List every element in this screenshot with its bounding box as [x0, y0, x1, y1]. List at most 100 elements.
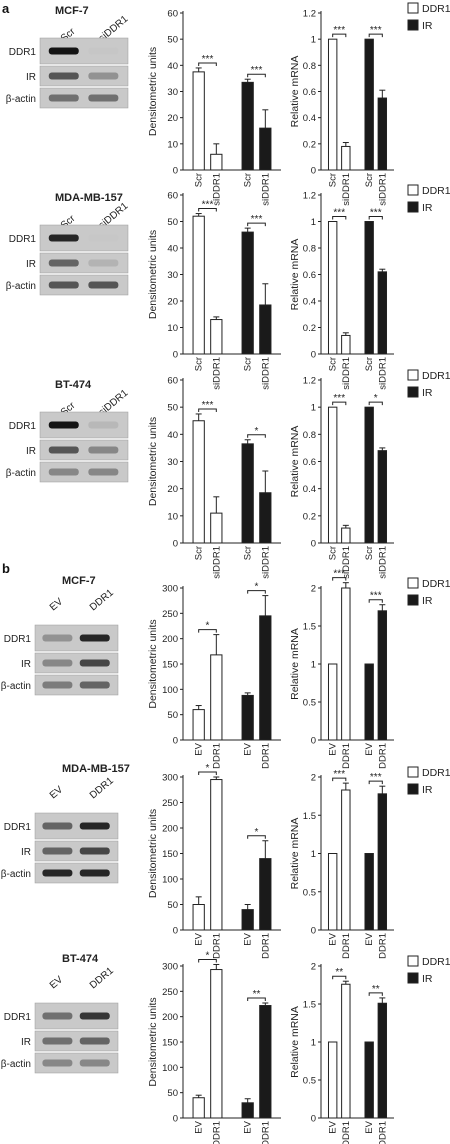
x-category-label: siDDR1	[260, 357, 271, 390]
x-category-label: siDDR1	[341, 546, 352, 579]
blot-strip	[39, 461, 129, 483]
bar	[241, 81, 254, 171]
bar	[259, 1005, 272, 1119]
x-category-label: EV	[364, 932, 375, 945]
legend-swatch-ddr1	[407, 766, 419, 778]
y-tick-label: 250	[162, 609, 178, 620]
blot-band	[48, 234, 79, 242]
y-tick-label: 50	[167, 1088, 178, 1099]
x-category-label: siDDR1	[211, 357, 222, 390]
significance-bracket	[332, 401, 347, 406]
significance-label: *	[374, 393, 378, 404]
bar	[364, 38, 374, 171]
significance-label: **	[372, 984, 380, 995]
y-tick-label: 1	[311, 403, 316, 414]
y-tick-label: 60	[167, 191, 178, 202]
x-category-label: DDR1	[211, 743, 222, 769]
y-tick-label: 0.4	[303, 113, 316, 124]
y-tick-label: 0.5	[303, 698, 316, 709]
bar	[377, 793, 388, 931]
y-tick-label: 60	[167, 9, 178, 20]
y-tick-label: 0	[173, 166, 178, 177]
bar	[210, 319, 223, 355]
bar	[341, 527, 351, 544]
blot-band	[48, 94, 79, 102]
legend-swatch-ddr1	[407, 577, 419, 589]
blot-row-label: IR	[26, 72, 36, 83]
x-category-label: DDR1	[211, 933, 222, 959]
x-category-label: Scr	[364, 357, 375, 371]
bar	[364, 663, 374, 741]
legend-swatch-ir	[407, 19, 419, 31]
significance-label: ***	[202, 200, 214, 211]
blot-row-label: DDR1	[9, 234, 37, 245]
blot-band	[79, 847, 110, 855]
legend-swatch-ddr1	[407, 2, 419, 14]
blot-row-label: IR	[26, 259, 36, 270]
y-tick-label: 300	[162, 584, 178, 595]
y-tick-label: 20	[167, 297, 178, 308]
panel-label-a: a	[2, 1, 10, 16]
blot-strip	[39, 274, 129, 296]
bar	[377, 610, 388, 741]
significance-bracket	[198, 958, 217, 963]
significance-bracket	[332, 577, 347, 581]
blot-title: MCF-7	[62, 575, 96, 587]
bar	[210, 153, 223, 171]
y-axis-label: Relative mRNA	[289, 628, 301, 700]
x-category-label: EV	[194, 742, 205, 755]
y-tick-label: 0	[173, 1114, 178, 1125]
bar	[377, 450, 388, 544]
blot-band	[48, 468, 79, 476]
x-category-label: siDDR1	[260, 173, 271, 206]
bar	[210, 779, 223, 931]
y-tick-label: 1	[311, 217, 316, 228]
significance-label: ***	[202, 54, 214, 65]
bar	[210, 969, 223, 1119]
significance-label: ***	[370, 25, 382, 36]
blot-strip	[39, 411, 129, 439]
x-category-label: Scr	[364, 173, 375, 187]
y-tick-label: 50	[167, 217, 178, 228]
blot-band	[79, 869, 110, 877]
y-axis-label: Relative mRNA	[289, 818, 301, 890]
y-tick-label: 1.5	[303, 811, 316, 822]
y-tick-label: 250	[162, 798, 178, 809]
x-category-label: DDR1	[341, 743, 352, 769]
x-category-label: DDR1	[377, 933, 388, 959]
blot-row-label: β-actin	[1, 1059, 31, 1070]
y-tick-label: 0.4	[303, 297, 316, 308]
x-category-label: EV	[243, 742, 254, 755]
blot-band	[79, 1012, 110, 1020]
significance-bracket	[247, 73, 266, 78]
bar	[192, 1097, 205, 1119]
blot-title: BT-474	[62, 953, 99, 965]
y-tick-label: 20	[167, 484, 178, 495]
significance-label: *	[206, 950, 210, 961]
y-axis-label: Densitometric units	[147, 47, 159, 136]
y-tick-label: 150	[162, 1038, 178, 1049]
y-tick-label: 60	[167, 376, 178, 387]
x-category-label: Scr	[243, 173, 254, 187]
blot-band	[88, 47, 119, 55]
blot-band	[88, 446, 119, 454]
x-category-label: DDR1	[260, 1121, 271, 1144]
x-category-label: Scr	[194, 546, 205, 560]
bar	[341, 145, 351, 171]
x-category-label: siDDR1	[211, 546, 222, 579]
y-tick-label: 50	[167, 900, 178, 911]
x-category-label: EV	[243, 932, 254, 945]
significance-label: ***	[251, 214, 263, 225]
y-tick-label: 200	[162, 634, 178, 645]
blot-band	[42, 1059, 73, 1067]
significance-bracket	[247, 434, 266, 438]
legend-swatch-ddr1	[407, 369, 419, 381]
significance-bracket	[368, 992, 383, 996]
blot-row-label: β-actin	[6, 468, 36, 479]
blot-title: MDA-MB-157	[62, 763, 130, 775]
legend-swatch-ir	[407, 783, 419, 795]
y-tick-label: 0	[311, 166, 316, 177]
y-tick-label: 200	[162, 1012, 178, 1023]
x-category-label: DDR1	[377, 743, 388, 769]
y-axis-label: Relative mRNA	[289, 56, 301, 128]
